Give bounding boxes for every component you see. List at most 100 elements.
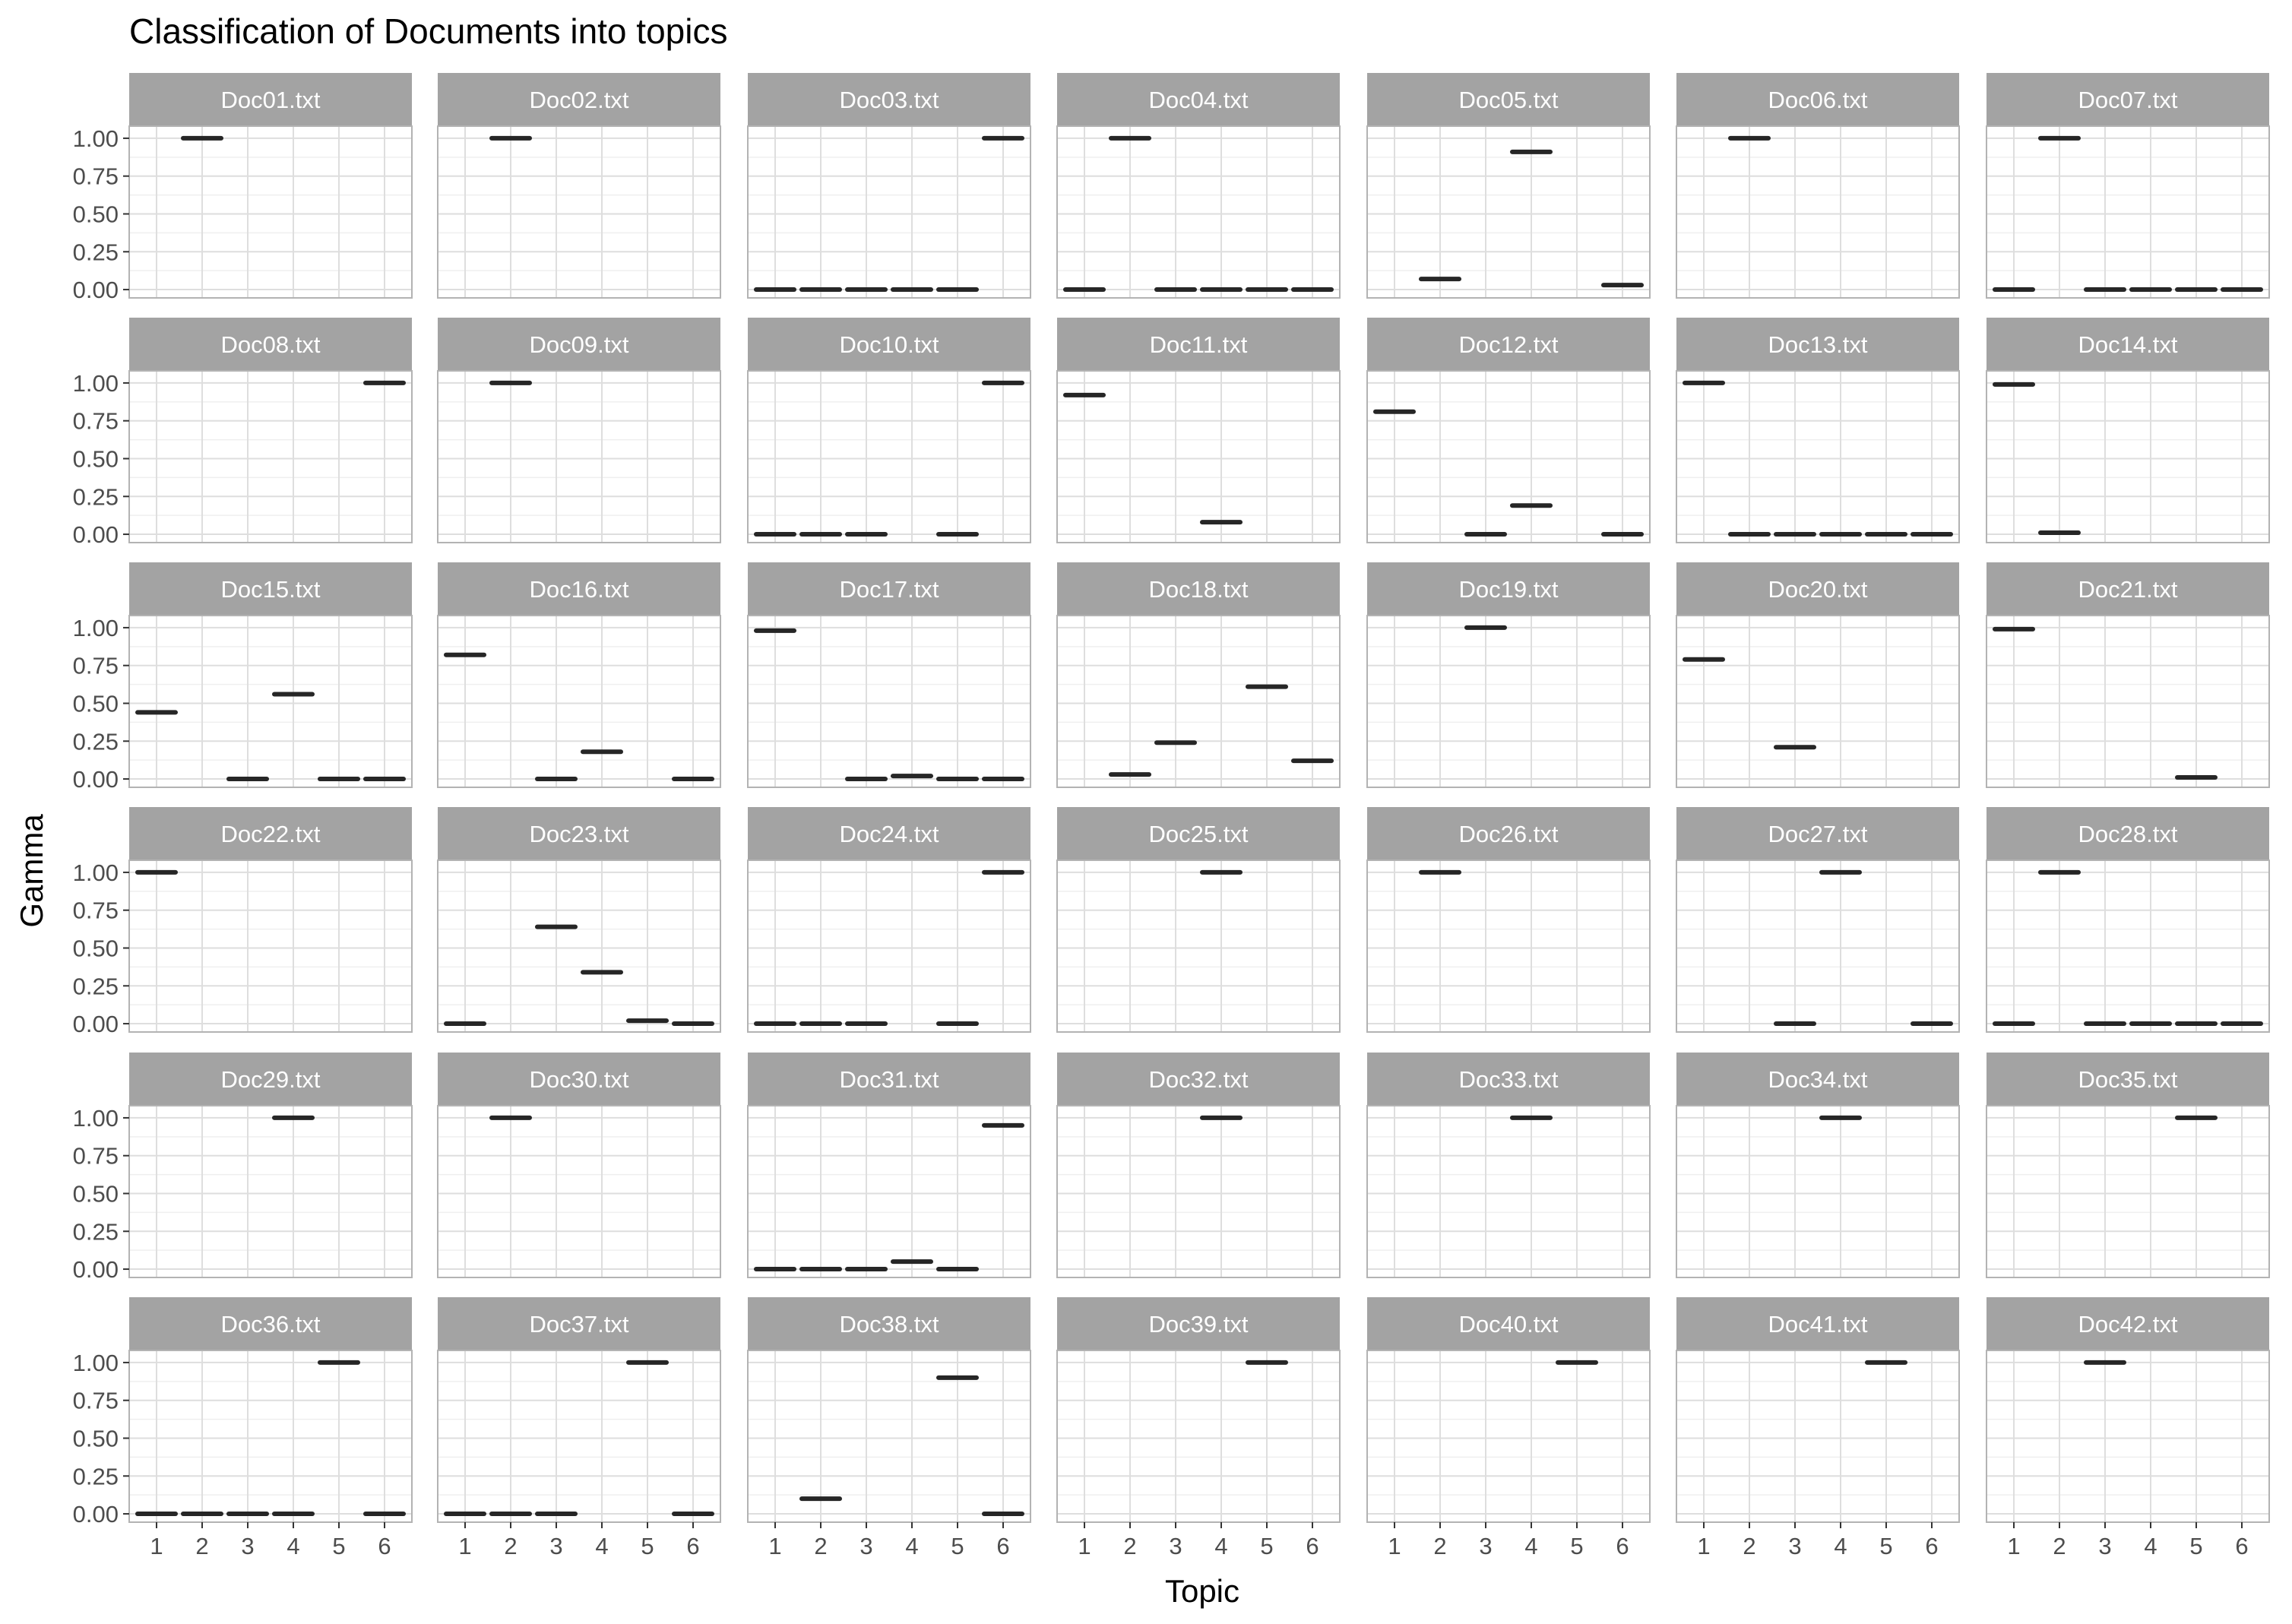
panel-border <box>437 859 721 1033</box>
facet-panel <box>438 616 720 787</box>
facet-panel <box>438 126 720 298</box>
y-tick-label: 0.25 <box>73 239 119 265</box>
panel-border <box>747 1350 1031 1523</box>
facet-strip <box>1987 73 2269 126</box>
y-tick-label: 0.50 <box>73 201 119 227</box>
facet-panel <box>748 1350 1030 1522</box>
facet-label: Doc06.txt <box>1768 87 1868 113</box>
panel-border <box>1676 1105 1960 1278</box>
y-tick-label: 0.75 <box>73 408 119 435</box>
y-tick-label: 0.00 <box>73 1501 119 1527</box>
x-tick-label: 4 <box>905 1533 918 1559</box>
x-tick-label: 4 <box>2144 1533 2157 1559</box>
facet-strip <box>1987 807 2269 860</box>
y-tick-label: 1.00 <box>73 859 119 886</box>
y-tick-label: 0.00 <box>73 766 119 793</box>
x-tick-label: 3 <box>860 1533 872 1559</box>
facet-strip <box>1367 318 1650 371</box>
panel-border <box>1676 125 1960 299</box>
x-tick-label: 5 <box>2189 1533 2202 1559</box>
facet-panel <box>1367 860 1650 1032</box>
facet-strip <box>1367 73 1650 126</box>
facet-panel <box>1676 1106 1959 1277</box>
x-tick-label: 5 <box>332 1533 345 1559</box>
facet-panel <box>1367 1106 1650 1277</box>
facet-strip <box>438 1297 720 1350</box>
facet-strip <box>1057 1297 1340 1350</box>
facet-label: Doc31.txt <box>840 1066 939 1093</box>
panel-border <box>128 859 413 1033</box>
facet-label: Doc16.txt <box>530 576 629 603</box>
x-tick-label: 3 <box>549 1533 562 1559</box>
panel-border <box>128 615 413 788</box>
facet-panel <box>748 1106 1030 1277</box>
facet-panel <box>1987 371 2269 543</box>
facet-panel <box>129 1350 412 1522</box>
panel-border <box>1986 370 2270 543</box>
y-tick-label: 0.50 <box>73 445 119 472</box>
panel-border <box>128 1350 413 1523</box>
y-tick-label: 0.25 <box>73 728 119 755</box>
facet-label: Doc02.txt <box>530 87 629 113</box>
facet-strip <box>1987 1297 2269 1350</box>
facet-label: Doc21.txt <box>2078 576 2178 603</box>
y-tick-label: 1.00 <box>73 125 119 152</box>
facet-strip <box>438 562 720 616</box>
facet-strip <box>748 562 1030 616</box>
x-tick-label: 4 <box>1834 1533 1847 1559</box>
x-tick-label: 1 <box>1078 1533 1091 1559</box>
facet-label: Doc26.txt <box>1459 821 1559 847</box>
facet-strip <box>748 73 1030 126</box>
facet-label: Doc07.txt <box>2078 87 2178 113</box>
facet-label: Doc29.txt <box>221 1066 321 1093</box>
facet-label: Doc14.txt <box>2078 331 2178 358</box>
facet-panel <box>129 616 412 787</box>
facet-panel <box>1987 126 2269 298</box>
facet-label: Doc09.txt <box>530 331 629 358</box>
facet-label: Doc13.txt <box>1768 331 1868 358</box>
y-tick-label: 1.00 <box>73 1105 119 1132</box>
facet-label: Doc42.txt <box>2078 1311 2178 1338</box>
facet-panel <box>1367 1350 1650 1522</box>
y-tick-label: 0.00 <box>73 1011 119 1037</box>
x-tick-label: 1 <box>1388 1533 1401 1559</box>
x-tick-label: 4 <box>595 1533 608 1559</box>
panel-border <box>437 615 721 788</box>
facet-label: Doc01.txt <box>221 87 321 113</box>
facet-label: Doc40.txt <box>1459 1311 1559 1338</box>
facet-strip <box>129 1297 412 1350</box>
facet-strip <box>438 1053 720 1106</box>
facet-strip <box>748 318 1030 371</box>
panel-border <box>437 125 721 299</box>
panel-border <box>128 125 413 299</box>
facet-label: Doc17.txt <box>840 576 939 603</box>
facet-panel <box>1676 860 1959 1032</box>
panel-border <box>747 859 1031 1033</box>
x-tick-label: 1 <box>768 1533 781 1559</box>
y-tick-label: 1.00 <box>73 370 119 397</box>
panel-border <box>1986 125 2270 299</box>
panel-border <box>1986 1105 2270 1278</box>
panel-border <box>1986 859 2270 1033</box>
panel-border <box>747 615 1031 788</box>
panel-border <box>128 1105 413 1278</box>
y-tick-label: 0.75 <box>73 1388 119 1414</box>
facet-panel <box>1367 616 1650 787</box>
facet-strip <box>748 807 1030 860</box>
panel-border <box>437 370 721 543</box>
facet-strip <box>748 1297 1030 1350</box>
facet-label: Doc25.txt <box>1149 821 1249 847</box>
panel-border <box>1676 1350 1960 1523</box>
y-tick-label: 0.75 <box>73 653 119 679</box>
facet-strip <box>1676 318 1959 371</box>
panel-border <box>1056 859 1341 1033</box>
facet-strip <box>1676 73 1959 126</box>
panel-border <box>1366 1350 1651 1523</box>
y-tick-label: 0.75 <box>73 1143 119 1170</box>
facet-panel <box>438 1350 720 1522</box>
y-tick-label: 0.25 <box>73 973 119 999</box>
facet-panel <box>1057 371 1340 543</box>
panel-border <box>437 1350 721 1523</box>
facet-label: Doc15.txt <box>221 576 321 603</box>
facet-strip <box>438 318 720 371</box>
